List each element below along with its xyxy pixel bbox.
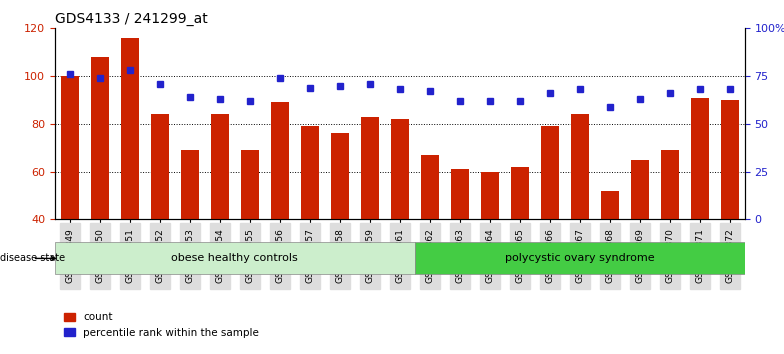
Bar [481,172,499,219]
Bar [541,126,559,219]
Bar [270,102,289,219]
Bar [451,169,469,219]
Bar [601,191,619,219]
Bar [720,100,739,219]
Bar [421,155,439,219]
Bar [631,160,649,219]
Bar [301,126,319,219]
FancyBboxPatch shape [55,242,415,274]
Text: GDS4133 / 241299_at: GDS4133 / 241299_at [55,12,208,26]
FancyBboxPatch shape [415,242,745,274]
Bar [121,38,139,219]
Bar [331,133,349,219]
Text: disease state: disease state [0,253,65,263]
Bar [91,57,109,219]
Bar [151,114,169,219]
Bar [391,119,408,219]
Legend: count, percentile rank within the sample: count, percentile rank within the sample [60,308,263,342]
Bar [61,76,79,219]
Text: obese healthy controls: obese healthy controls [172,253,298,263]
Bar [511,167,529,219]
Bar [241,150,259,219]
Bar [661,150,679,219]
Bar [211,114,229,219]
Bar [691,98,709,219]
Bar [181,150,199,219]
Bar [361,117,379,219]
Text: polycystic ovary syndrome: polycystic ovary syndrome [505,253,655,263]
Bar [571,114,589,219]
